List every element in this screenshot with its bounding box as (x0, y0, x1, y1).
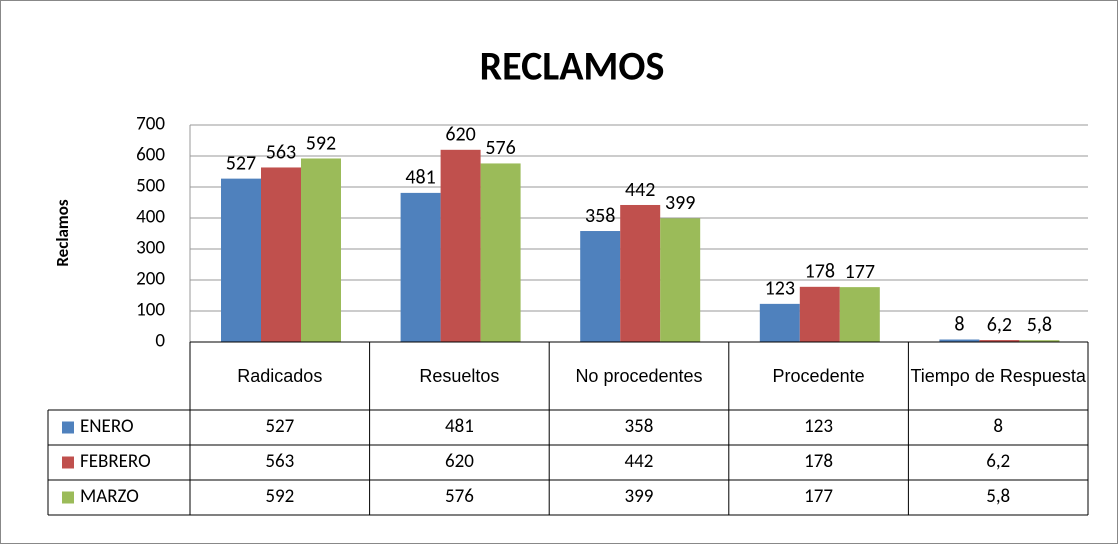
category-cell: No procedentes (575, 366, 703, 386)
table-cell: 592 (265, 485, 294, 508)
table-cell: 576 (445, 485, 474, 508)
x-tick-label: Procedente (772, 366, 865, 386)
bar (221, 178, 261, 342)
y-axis-label: Reclamos (52, 199, 73, 267)
bar (839, 287, 880, 342)
y-tick-label: 500 (136, 175, 165, 198)
bar (261, 167, 301, 342)
category-cell: Resueltos (419, 366, 500, 386)
category-cell: Tiempo de Respuesta (910, 366, 1086, 386)
table-cell: 620 (445, 450, 474, 473)
y-tick-label: 400 (136, 206, 165, 229)
bar (759, 303, 800, 342)
table-cell: 8 (993, 415, 1003, 438)
data-label: 620 (445, 123, 475, 147)
legend-label: FEBRERO (80, 450, 151, 473)
data-label: 527 (226, 151, 256, 175)
legend-label: ENERO (80, 415, 134, 438)
bar (620, 204, 661, 342)
table-cell: 6,2 (986, 450, 1010, 473)
data-label: 481 (405, 166, 435, 190)
category-cell: Radicados (237, 366, 323, 386)
bar (400, 192, 441, 342)
bar (480, 163, 521, 342)
legend-swatch (62, 491, 74, 504)
legend-swatch (62, 456, 74, 469)
category-cell: Procedente (772, 366, 865, 386)
table-cell: 563 (265, 450, 294, 473)
bar (799, 286, 840, 342)
legend-label: MARZO (80, 485, 139, 508)
x-tick-label: No procedentes (575, 366, 703, 386)
y-tick-label: 0 (155, 330, 165, 353)
legend-swatch (62, 421, 74, 434)
bar (301, 158, 341, 342)
data-label: 563 (266, 140, 296, 164)
data-label: 576 (485, 136, 515, 160)
y-tick-label: 300 (136, 237, 165, 260)
data-label: 123 (765, 277, 795, 301)
bar (580, 231, 621, 342)
bar (440, 149, 481, 342)
table-cell: 399 (625, 485, 654, 508)
table-cell: 358 (625, 415, 654, 438)
data-label: 399 (665, 191, 695, 215)
table-cell: 5,8 (986, 485, 1010, 508)
table-cell: 178 (804, 450, 833, 473)
x-tick-label: Radicados (237, 366, 323, 386)
data-label: 6,2 (987, 313, 1012, 337)
x-tick-label: Tiempo de Respuesta (910, 366, 1086, 386)
table-cell: 177 (804, 485, 833, 508)
data-label: 442 (625, 178, 655, 202)
y-tick-label: 700 (136, 113, 165, 136)
table-cell: 442 (625, 450, 654, 473)
y-tick-label: 600 (136, 144, 165, 167)
bar (1019, 340, 1060, 342)
y-tick-label: 200 (136, 268, 165, 291)
data-label: 592 (306, 131, 336, 155)
bar (939, 339, 980, 342)
table-cell: 123 (804, 415, 833, 438)
data-label: 5,8 (1027, 313, 1052, 337)
bar (660, 218, 701, 342)
data-label: 8 (954, 312, 964, 336)
table-cell: 527 (265, 415, 294, 438)
data-label: 358 (585, 204, 615, 228)
chart-title: RECLAMOS (480, 42, 665, 91)
table-cell: 481 (445, 415, 474, 438)
data-label: 178 (805, 260, 835, 284)
y-tick-label: 100 (136, 299, 165, 322)
bar (979, 340, 1020, 342)
data-label: 177 (845, 260, 875, 284)
x-tick-label: Resueltos (419, 366, 500, 386)
